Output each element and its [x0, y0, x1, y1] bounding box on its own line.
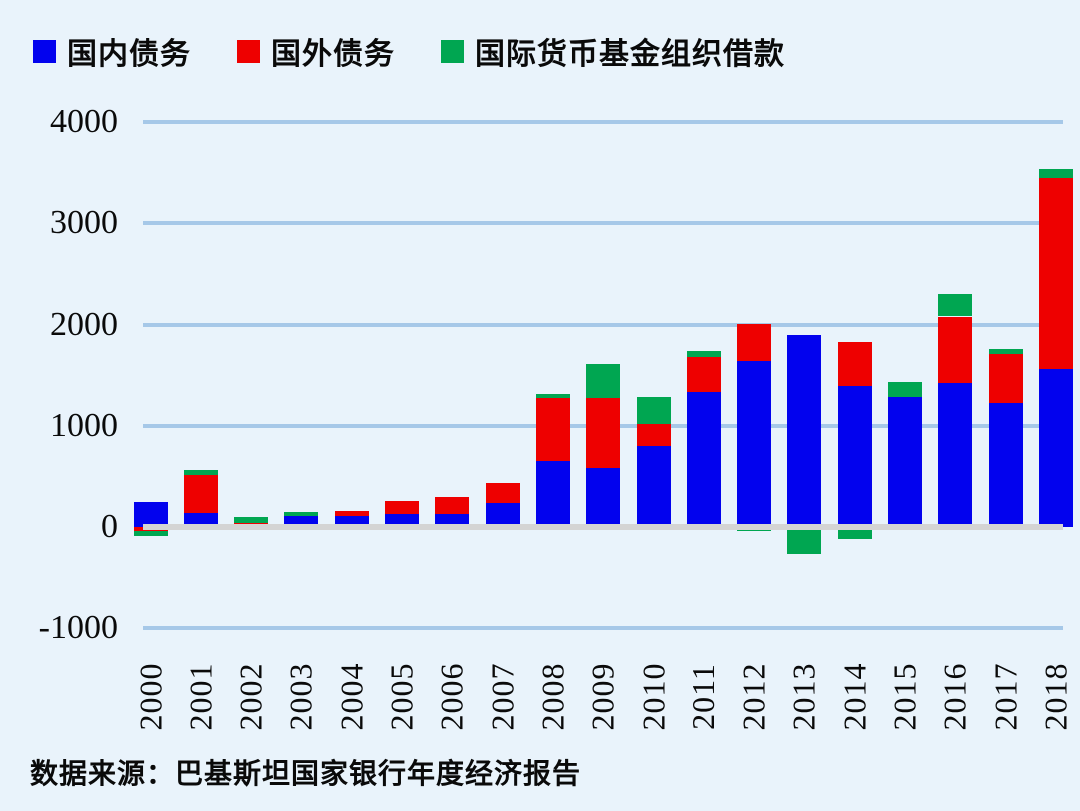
gridline-4000 [143, 120, 1063, 125]
bar-segment-2006-series1 [435, 497, 470, 515]
legend-label: 国内债务 [67, 38, 191, 71]
bar-segment-2010-series2 [636, 397, 671, 424]
bar-segment-2018-series0 [1038, 369, 1073, 527]
bar-segment-2016-series2 [938, 294, 973, 317]
bar-segment-2012-series0 [737, 361, 772, 527]
bar-segment-2001-series0 [183, 512, 218, 527]
legend-item-1: 国外债务 [237, 29, 395, 73]
data-source-note: 数据来源：巴基斯坦国家银行年度经济报告 [30, 759, 582, 790]
bar-segment-2016-series0 [938, 383, 973, 527]
bar-segment-2016-series1 [938, 316, 973, 384]
gridline--1000 [143, 626, 1063, 631]
bar-segment-2004-series1 [334, 511, 369, 516]
bar-segment-2015-series2 [888, 382, 922, 398]
bar-segment-2014-series1 [837, 341, 872, 387]
y-axis-tick--1000: -1000 [38, 609, 118, 647]
bar-segment-2011-series1 [686, 356, 721, 393]
bar-segment-2017-series2 [988, 348, 1023, 354]
bar-segment-2009-series2 [586, 364, 621, 399]
legend-label: 国际货币基金组织借款 [475, 38, 785, 71]
bar-segment-2004-series0 [334, 515, 369, 527]
gridline-3000 [143, 221, 1063, 226]
bar-segment-2008-series0 [535, 461, 570, 527]
legend-item-0: 国内债务 [33, 29, 191, 73]
bar-segment-2001-series1 [183, 475, 218, 513]
bar-segment-2009-series0 [586, 468, 621, 527]
bar-segment-2008-series1 [535, 398, 570, 462]
gridline-2000 [143, 322, 1063, 327]
bar-segment-2008-series2 [535, 394, 570, 399]
bar-segment-2003-series0 [284, 515, 319, 527]
bar-segment-2014-series2 [837, 527, 872, 540]
bar-segment-2018-series1 [1038, 177, 1073, 370]
bar-segment-2006-series0 [435, 514, 470, 527]
legend-item-2: 国际货币基金组织借款 [441, 29, 785, 73]
y-axis-tick-0: 0 [101, 508, 118, 545]
bar-segment-2001-series2 [183, 470, 218, 476]
bar-segment-2009-series1 [586, 398, 621, 469]
bar-segment-2013-series2 [787, 527, 822, 555]
bar-segment-2000-series2 [133, 531, 168, 537]
bar-segment-2000-series0 [133, 501, 168, 527]
bar-segment-2013-series0 [787, 334, 822, 527]
bar-segment-2007-series1 [485, 483, 520, 503]
bar-segment-2002-series2 [234, 517, 269, 523]
bar-segment-2012-series1 [737, 323, 772, 362]
bar-segment-2005-series0 [385, 513, 419, 527]
bar-segment-2011-series2 [686, 350, 721, 357]
bar-segment-2007-series0 [485, 502, 520, 527]
bar-segment-2003-series2 [284, 511, 319, 516]
x-axis-label-2018: 2018 [1008, 648, 1080, 744]
y-axis-tick-3000: 3000 [50, 204, 118, 242]
legend-label: 国外债务 [271, 38, 395, 71]
bar-segment-2015-series0 [888, 397, 922, 527]
zero-axis-line [143, 524, 1063, 530]
y-axis-tick-1000: 1000 [50, 406, 118, 444]
y-axis-tick-2000: 2000 [50, 305, 118, 343]
bar-segment-2018-series2 [1038, 168, 1073, 178]
bar-segment-2010-series1 [636, 423, 671, 447]
legend-swatch-icon [33, 39, 56, 63]
y-axis-tick-4000: 4000 [50, 103, 118, 141]
x-axis-label-text: 2018 [1037, 662, 1074, 730]
bar-segment-2010-series0 [636, 446, 671, 527]
bar-segment-2011-series0 [686, 392, 721, 527]
legend-swatch-icon [441, 39, 464, 63]
bar-segment-2017-series0 [988, 402, 1023, 527]
bar-segment-2014-series0 [837, 386, 872, 527]
chart-legend: 国内债务 国外债务 国际货币基金组织借款 [33, 29, 785, 73]
bar-segment-2005-series1 [385, 500, 419, 514]
bar-segment-2017-series1 [988, 353, 1023, 403]
legend-swatch-icon [237, 39, 260, 63]
